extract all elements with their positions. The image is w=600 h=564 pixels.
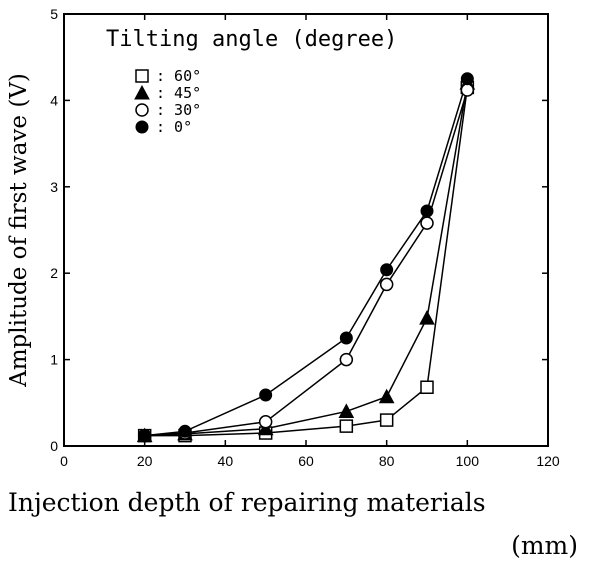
legend-label: : 45°: [156, 84, 201, 102]
x-tick-label: 0: [60, 453, 68, 469]
series-line: [144, 87, 469, 437]
y-tick-label: 1: [50, 352, 58, 368]
marker-filled-circle: [138, 429, 152, 443]
series-line: [144, 89, 469, 437]
marker-filled-circle: [339, 331, 353, 345]
x-tick-label: 40: [218, 453, 234, 469]
marker-filled-triangle: [419, 310, 435, 325]
series-points: [138, 72, 474, 443]
marker-open-square: [379, 413, 394, 427]
axis-ticks: 0 20 40 60 80 100 120 0 1 2 3 4 5: [50, 6, 560, 469]
legend-entry: : 0°: [135, 118, 192, 136]
marker-filled-circle: [178, 424, 192, 438]
legend: : 60°: 45°: 30°: 0°: [134, 67, 201, 136]
marker-filled-circle: [420, 204, 434, 218]
y-tick-label: 5: [50, 6, 58, 22]
series: [144, 78, 469, 437]
legend-entry: : 60°: [135, 67, 201, 85]
x-tick-label: 120: [536, 453, 560, 469]
marker-filled-circle: [259, 388, 273, 402]
marker-open-circle: [379, 277, 394, 292]
series-layer: [136, 72, 476, 443]
marker-open-circle: [339, 352, 354, 367]
legend-label: : 0°: [156, 118, 192, 136]
marker-open-circle: [460, 83, 475, 97]
marker-open-square: [339, 419, 354, 433]
y-tick-label: 3: [50, 179, 58, 195]
marker-filled-triangle: [378, 388, 395, 404]
marker-open-circle: [258, 415, 273, 429]
series: [144, 87, 469, 437]
x-axis-unit: (mm): [511, 531, 578, 560]
marker-filled-triangle: [338, 403, 355, 418]
series: [144, 89, 469, 437]
marker-filled-circle: [135, 120, 149, 134]
series: [144, 82, 469, 437]
y-tick-label: 2: [50, 265, 58, 281]
legend-label: : 30°: [156, 101, 201, 119]
marker-filled-circle: [460, 72, 474, 86]
marker-filled-triangle: [134, 84, 150, 100]
y-tick-label: 0: [50, 438, 58, 454]
legend-label: : 60°: [156, 67, 201, 85]
legend-entry: : 30°: [135, 101, 201, 119]
series-line: [144, 82, 469, 437]
series-line: [144, 78, 469, 437]
y-tick-label: 4: [50, 92, 58, 108]
x-tick-label: 80: [379, 453, 395, 469]
x-tick-label: 60: [298, 453, 314, 469]
legend-entry: : 45°: [134, 84, 201, 102]
marker-open-square: [135, 69, 149, 83]
x-tick-label: 20: [137, 453, 153, 469]
x-tick-label: 100: [456, 453, 480, 469]
legend-title: Tilting angle (degree): [106, 27, 397, 52]
marker-filled-circle: [380, 263, 394, 277]
marker-open-circle: [420, 216, 434, 230]
marker-open-circle: [135, 103, 149, 117]
x-axis-title: Injection depth of repairing materials: [8, 488, 486, 517]
marker-open-square: [420, 380, 434, 394]
y-axis-title: Amplitude of first wave (V): [6, 73, 32, 388]
